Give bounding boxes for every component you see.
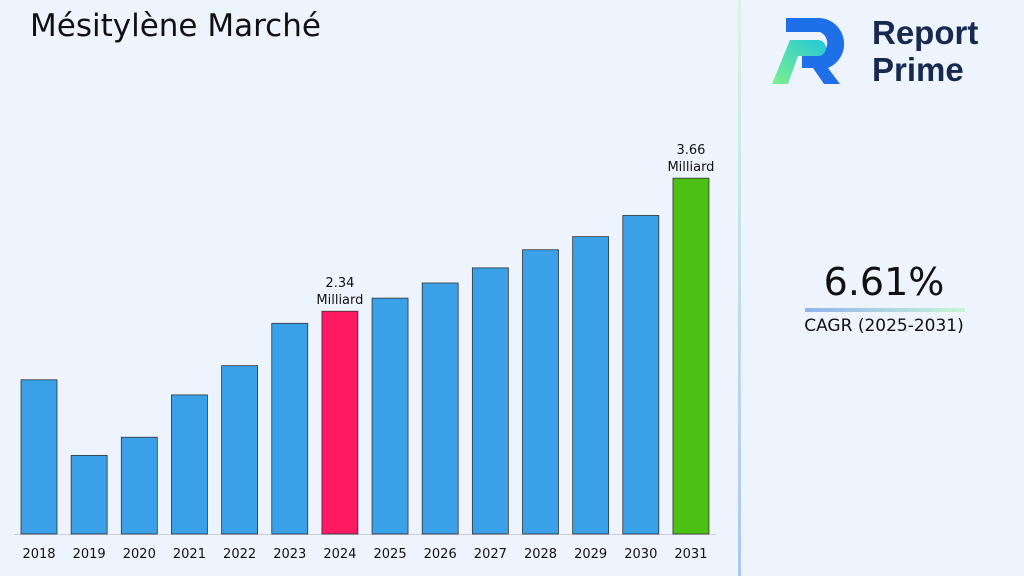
data-label-value: 3.66: [676, 143, 705, 158]
bar-2025: [371, 297, 409, 535]
bar-2031: [672, 177, 710, 535]
x-tick-label: 2027: [474, 547, 507, 562]
report-prime-logo-icon: [772, 18, 845, 84]
x-tick-label: 2021: [173, 547, 206, 562]
x-tick-label: 2018: [22, 547, 55, 562]
data-label-unit: Milliard: [316, 293, 363, 308]
x-tick-label: 2024: [323, 547, 356, 562]
bar-chart: 2018 2019 2020 2021 2022 2023 2024 2.34 Milliard…: [14, 143, 716, 562]
divider: [738, 0, 741, 576]
cagr-value: 6.61%: [823, 260, 945, 304]
logo-line-1: Report: [872, 14, 979, 51]
x-tick-label: 2025: [374, 547, 407, 562]
x-tick-label: 2022: [223, 547, 256, 562]
x-tick-label: 2026: [424, 547, 457, 562]
data-label-unit: Milliard: [667, 160, 714, 175]
x-tick-label: 2029: [574, 547, 607, 562]
bar-2026: [421, 282, 459, 535]
bar-2029: [572, 236, 610, 535]
bar-2028: [522, 249, 559, 535]
x-tick-label: 2028: [524, 547, 557, 562]
bar-2019: [70, 454, 108, 535]
data-label-value: 2.34: [325, 276, 354, 291]
x-tick-label: 2019: [73, 547, 106, 562]
x-tick-label: 2031: [674, 547, 707, 562]
logo-text: Report Prime: [872, 14, 978, 88]
cagr-underline: [805, 308, 965, 312]
bar-2023: [271, 322, 309, 535]
bar-2030: [622, 215, 660, 535]
x-tick-label: 2020: [123, 547, 156, 562]
bar-2021: [171, 394, 208, 535]
bar-2020: [120, 436, 158, 535]
chart-title: Mésitylène Marché: [30, 8, 321, 44]
logo-line-2: Prime: [872, 51, 964, 88]
bar-2022: [221, 365, 259, 535]
bar-2024: [321, 310, 359, 535]
bar-2027: [471, 267, 509, 535]
x-tick-label: 2023: [273, 547, 306, 562]
cagr-label: CAGR (2025-2031): [804, 316, 964, 336]
bar-2018: [20, 379, 58, 535]
x-tick-label: 2030: [624, 547, 657, 562]
